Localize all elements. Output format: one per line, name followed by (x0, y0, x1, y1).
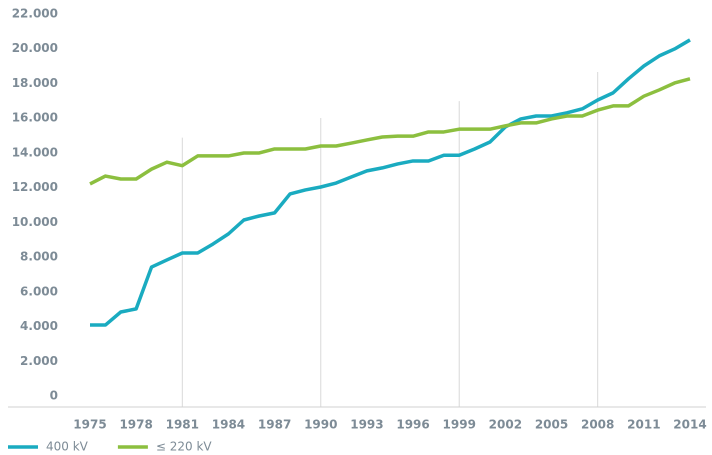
x-tick-label: 1978 (119, 418, 152, 432)
x-tick-label: 1996 (396, 418, 429, 432)
x-tick-label: 1981 (166, 418, 199, 432)
series-line (90, 38, 691, 327)
y-tick-label: 18.000 (12, 76, 58, 90)
y-tick-label: 6.000 (20, 284, 58, 298)
x-tick-label: 1984 (212, 418, 245, 432)
y-tick-label: 22.000 (12, 7, 58, 21)
y-tick-label: 14.000 (12, 145, 58, 159)
x-tick-label: 1987 (258, 418, 291, 432)
y-tick-label: 8.000 (20, 250, 58, 264)
y-tick-label: 10.000 (12, 215, 58, 229)
y-tick-label: 0 (50, 389, 58, 403)
x-tick-label: 1990 (304, 418, 337, 432)
legend-label: ≤ 220 kV (156, 440, 213, 454)
y-tick-label: 20.000 (12, 41, 58, 55)
x-tick-label: 2014 (673, 418, 706, 432)
y-tick-label: 16.000 (12, 111, 58, 125)
x-tick-label: 1975 (73, 418, 106, 432)
series-line (89, 77, 691, 186)
y-tick-label: 4.000 (20, 319, 58, 333)
x-tick-label: 2008 (581, 418, 614, 432)
y-tick-label: 12.000 (12, 180, 58, 194)
legend-label: 400 kV (46, 440, 89, 454)
x-tick-label: 2005 (535, 418, 568, 432)
y-tick-label: 2.000 (20, 354, 58, 368)
x-tick-label: 2011 (627, 418, 660, 432)
x-tick-label: 1993 (350, 418, 383, 432)
x-tick-label: 2002 (489, 418, 522, 432)
x-tick-label: 1999 (443, 418, 476, 432)
